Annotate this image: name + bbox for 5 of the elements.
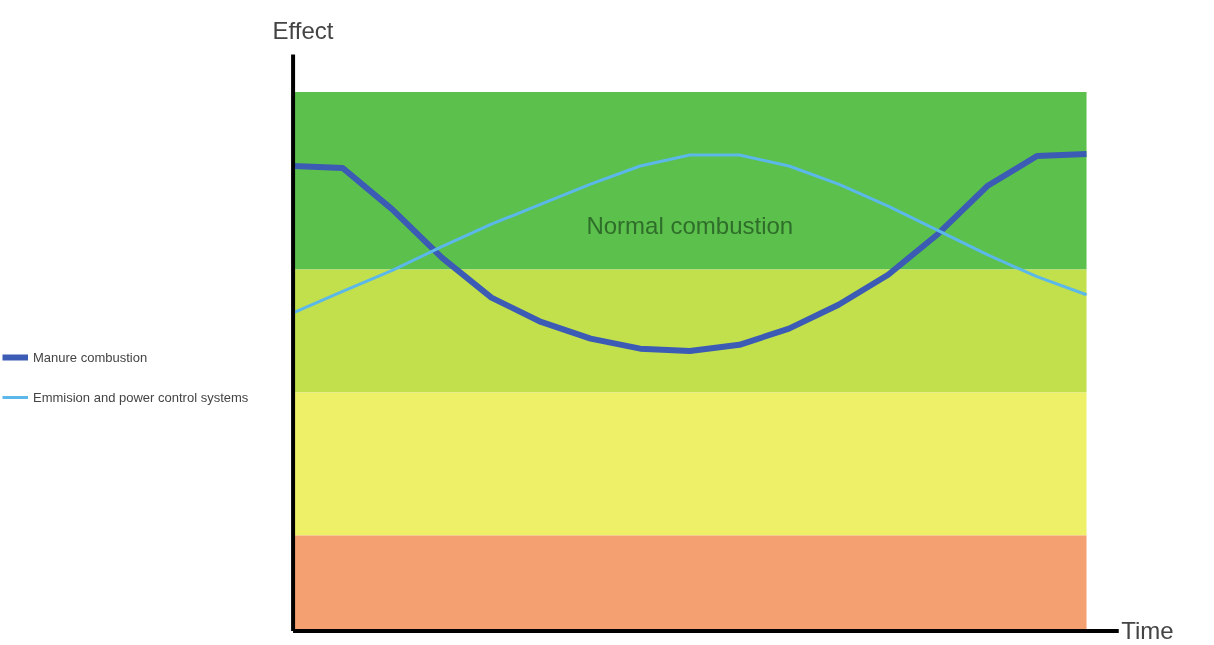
y-axis-title: Effect	[272, 16, 334, 44]
legend-label: Emmision and power control systems	[33, 389, 249, 405]
band-label: Normal combustion	[586, 211, 794, 239]
x-axis-title: Time	[1121, 617, 1174, 645]
legend-label: Manure combustion	[33, 349, 148, 365]
